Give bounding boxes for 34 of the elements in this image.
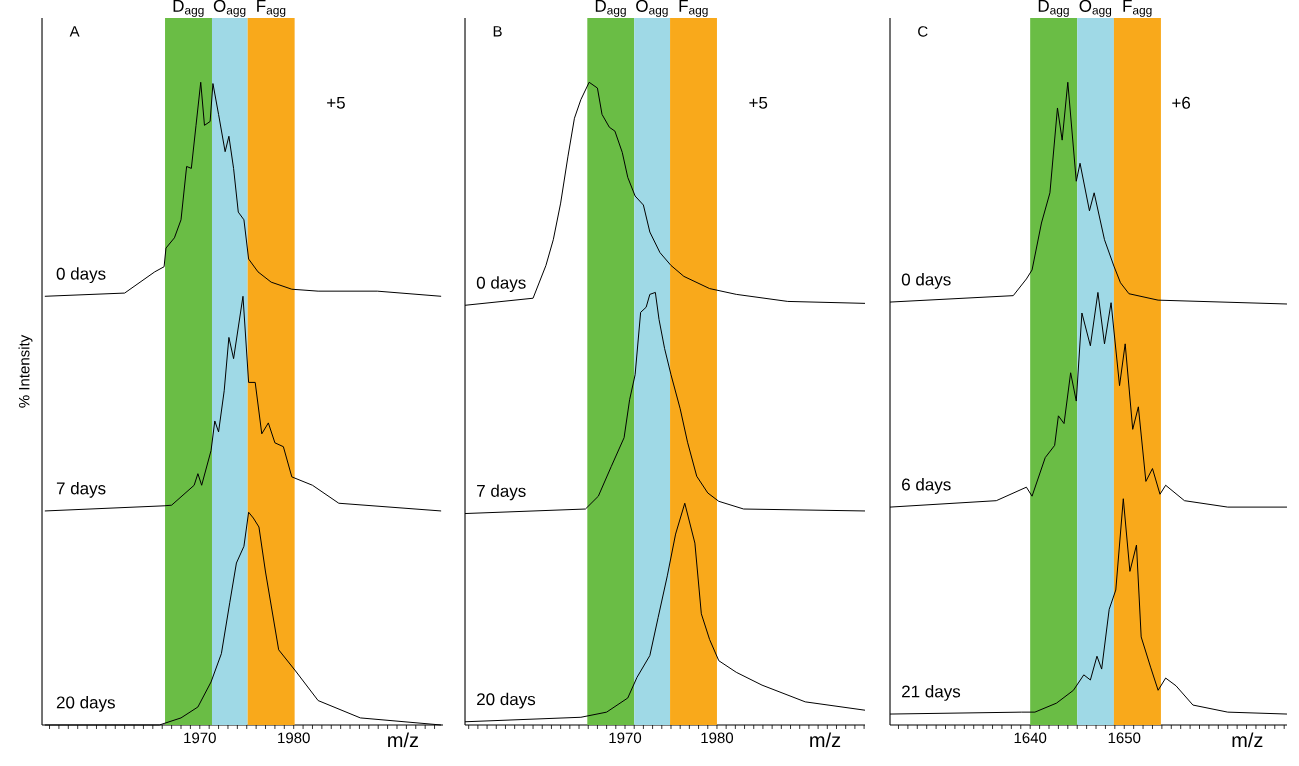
series-label: 0 days — [476, 276, 526, 293]
band-label: O$_{agg}$ — [1079, 0, 1112, 17]
x-tick-label: 1970 — [609, 732, 642, 744]
chart-title: B — [493, 26, 502, 37]
series-label: 6 days — [902, 478, 951, 494]
series-label: 20 days — [56, 695, 115, 712]
band-label: F$_{agg}$ — [257, 0, 286, 17]
series-label: 20 days — [477, 692, 536, 709]
band-label: O$_{agg}$ — [636, 0, 668, 17]
band-label: D$_{agg}$ — [1038, 0, 1069, 17]
series-label: 7 days — [477, 484, 526, 501]
band-label: F$_{agg}$ — [1123, 0, 1152, 17]
x-tick-label: 1980 — [701, 732, 734, 744]
chart-title: A — [69, 26, 80, 37]
band-label: F$_{agg}$ — [679, 0, 708, 17]
band-label: D$_{agg}$ — [173, 0, 204, 17]
series-label: 7 days — [56, 481, 106, 498]
x-axis-title: m/z — [810, 732, 841, 748]
chart-title: C — [918, 26, 928, 37]
series-label: 0 days — [901, 273, 951, 289]
annotation: +5 — [749, 96, 768, 109]
x-tick-label: 1980 — [278, 732, 310, 744]
x-tick-label: 1970 — [184, 732, 216, 744]
annotation: +5 — [327, 96, 345, 109]
band-label: O$_{agg}$ — [213, 0, 246, 17]
series-label: 0 days — [56, 267, 106, 284]
band-label: D$_{agg}$ — [595, 0, 626, 17]
x-axis-title: m/z — [1232, 732, 1263, 748]
x-tick-label: 1640 — [1014, 732, 1047, 744]
y-axis-title: % Intensity — [18, 334, 33, 408]
series-label: 21 days — [902, 685, 961, 701]
x-tick-label: 1650 — [1108, 732, 1141, 744]
annotation: +6 — [1172, 96, 1191, 109]
x-axis-title: m/z — [388, 732, 419, 748]
